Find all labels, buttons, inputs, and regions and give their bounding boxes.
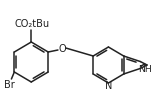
Text: CO₂tBu: CO₂tBu <box>15 19 50 29</box>
Text: NH: NH <box>138 65 152 74</box>
Text: Br: Br <box>4 80 15 90</box>
Text: N: N <box>105 81 112 91</box>
Text: O: O <box>58 44 66 54</box>
